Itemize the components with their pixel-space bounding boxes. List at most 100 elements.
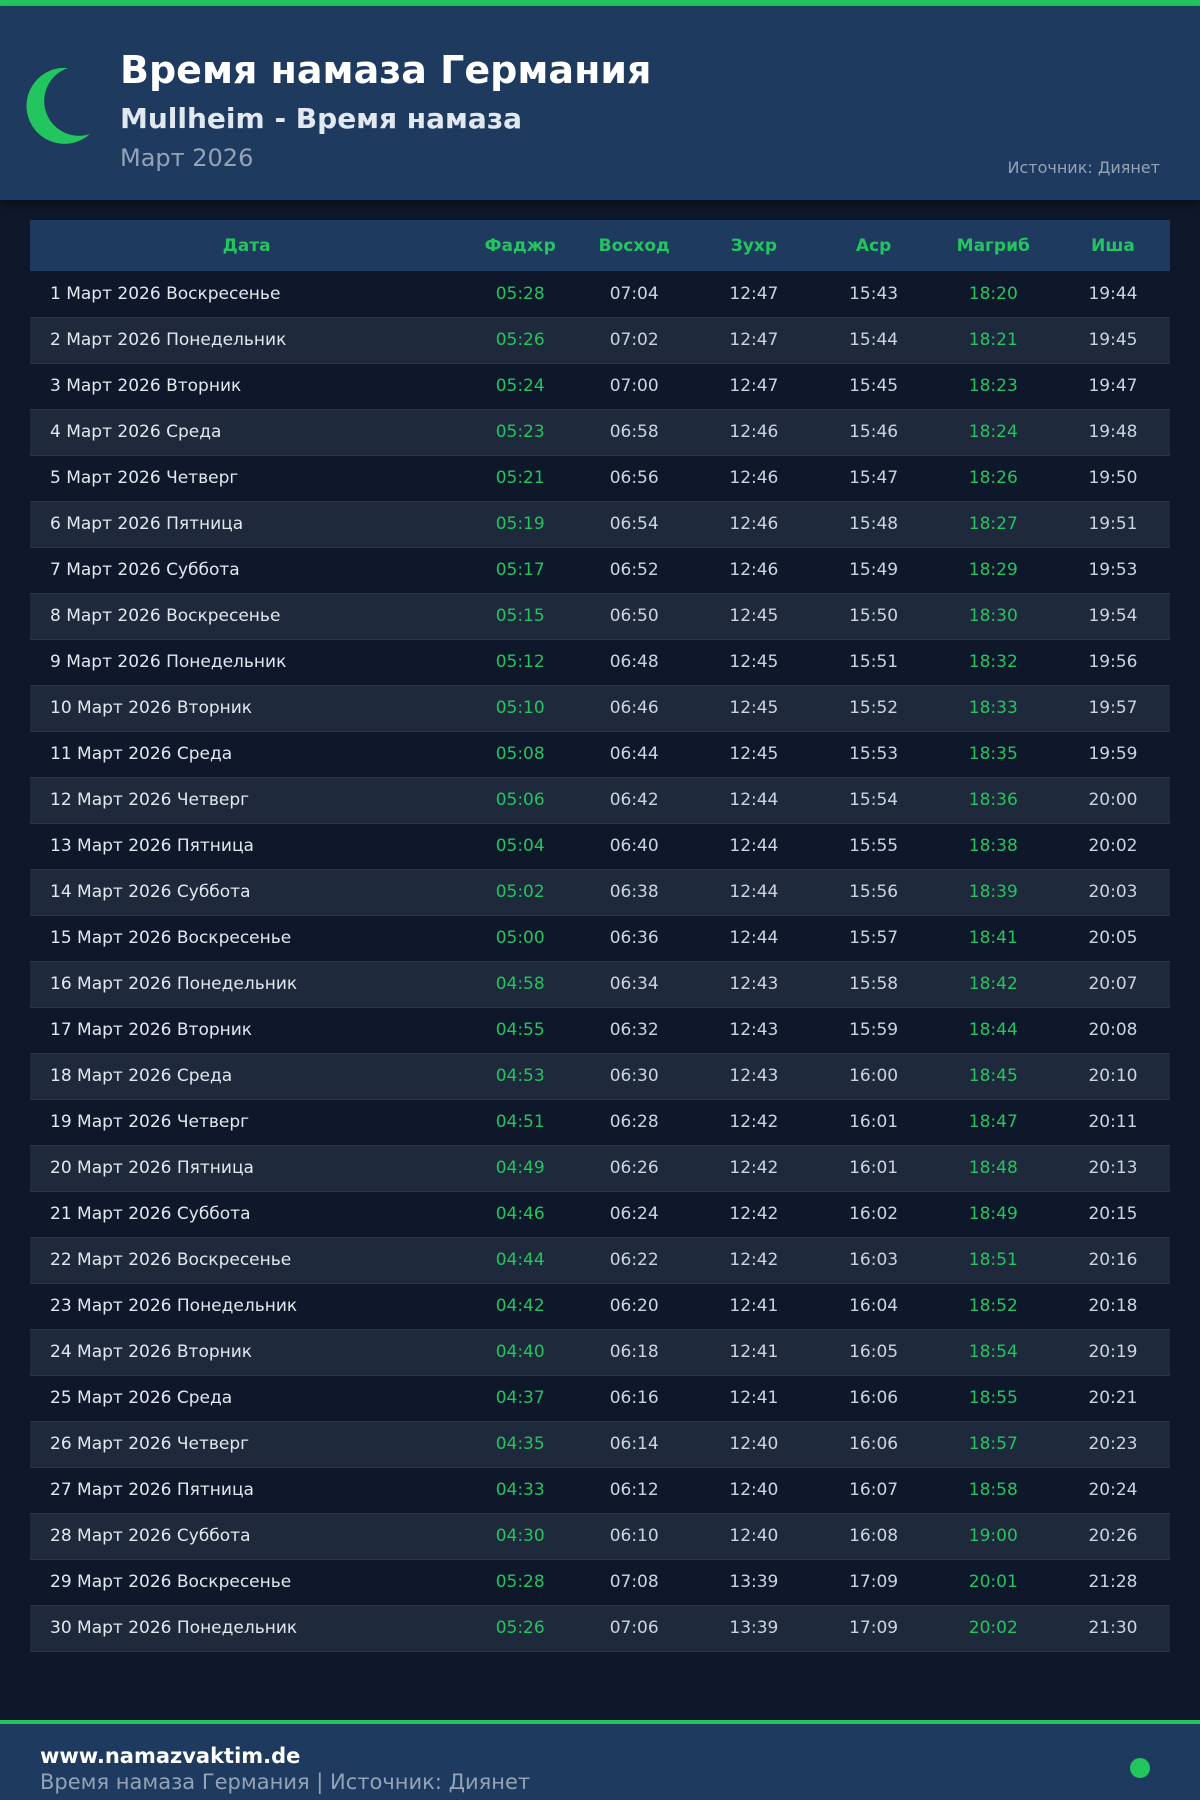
cell-asr: 15:51 xyxy=(849,652,899,672)
cell-isha: 19:48 xyxy=(1088,422,1138,442)
column-header-date: Дата xyxy=(222,235,271,256)
cell-fajr: 05:19 xyxy=(495,514,545,534)
column-header-sunrise: Восход xyxy=(598,235,670,256)
cell-asr: 16:06 xyxy=(849,1434,899,1454)
cell-asr: 16:08 xyxy=(849,1526,899,1546)
cell-sunrise: 07:04 xyxy=(609,283,659,304)
cell-fajr: 04:40 xyxy=(495,1342,545,1362)
cell-sunrise: 06:26 xyxy=(609,1158,659,1178)
cell-asr: 16:04 xyxy=(849,1296,899,1316)
cell-maghrib: 18:52 xyxy=(968,1296,1018,1316)
cell-isha: 20:05 xyxy=(1088,928,1138,948)
table-header-row: Дата Фаджр Восход Зухр Аср Магриб Иша xyxy=(30,220,1170,271)
table-row: 6 Март 2026 Пятница 05:19 06:54 12:46 15:48 1… xyxy=(30,501,1170,547)
table-row: 28 Март 2026 Суббота 04:30 06:10 12:40 16:08… xyxy=(30,1513,1170,1559)
page-header: Время намаза Германия Mullheim - Время н… xyxy=(0,6,1200,200)
cell-sunrise: 06:20 xyxy=(609,1296,659,1316)
cell-fajr: 04:46 xyxy=(495,1204,545,1224)
table-row: 29 Март 2026 Воскресенье 05:28 07:08 13:39 1… xyxy=(30,1559,1170,1605)
cell-maghrib: 20:02 xyxy=(968,1618,1018,1638)
cell-asr: 15:49 xyxy=(849,560,899,580)
cell-fajr: 05:10 xyxy=(495,698,545,718)
cell-date: 13 Март 2026 Пятница xyxy=(50,836,254,856)
cell-maghrib: 18:20 xyxy=(968,283,1018,304)
table-row: 23 Март 2026 Понедельник 04:42 06:20 12:41 1… xyxy=(30,1283,1170,1329)
cell-dhuhr: 12:45 xyxy=(729,744,779,764)
cell-sunrise: 06:40 xyxy=(609,836,659,856)
cell-asr: 16:02 xyxy=(849,1204,899,1224)
cell-sunrise: 06:32 xyxy=(609,1020,659,1040)
table-row: 2 Март 2026 Понедельник 05:26 07:02 12:47 15… xyxy=(30,317,1170,363)
cell-sunrise: 07:02 xyxy=(609,330,659,350)
cell-date: 19 Март 2026 Четверг xyxy=(50,1112,250,1132)
cell-dhuhr: 13:39 xyxy=(729,1618,779,1638)
cell-dhuhr: 12:47 xyxy=(729,330,779,350)
cell-isha: 19:57 xyxy=(1088,698,1138,718)
cell-fajr: 05:15 xyxy=(495,606,545,626)
cell-sunrise: 07:06 xyxy=(609,1618,659,1638)
cell-sunrise: 06:42 xyxy=(609,790,659,810)
cell-dhuhr: 12:46 xyxy=(729,468,779,488)
cell-maghrib: 18:27 xyxy=(968,514,1018,534)
cell-isha: 20:24 xyxy=(1088,1480,1138,1500)
cell-dhuhr: 12:42 xyxy=(729,1112,779,1132)
cell-sunrise: 06:44 xyxy=(609,744,659,764)
cell-maghrib: 18:57 xyxy=(968,1434,1018,1454)
cell-isha: 20:26 xyxy=(1088,1526,1138,1546)
cell-fajr: 04:53 xyxy=(495,1066,545,1086)
cell-date: 4 Март 2026 Среда xyxy=(50,422,222,442)
crescent-moon-icon xyxy=(26,67,90,144)
cell-isha: 20:00 xyxy=(1088,790,1138,810)
cell-maghrib: 18:55 xyxy=(968,1388,1018,1408)
cell-maghrib: 18:49 xyxy=(968,1204,1018,1224)
column-header-asr: Аср xyxy=(855,235,892,256)
table-row: 4 Март 2026 Среда 05:23 06:58 12:46 15:46 18:… xyxy=(30,409,1170,455)
cell-date: 6 Март 2026 Пятница xyxy=(50,514,244,534)
cell-isha: 20:07 xyxy=(1088,974,1138,994)
table-row: 24 Март 2026 Вторник 04:40 06:18 12:41 16:05… xyxy=(30,1329,1170,1375)
cell-isha: 20:08 xyxy=(1088,1020,1138,1040)
cell-sunrise: 06:16 xyxy=(609,1388,659,1408)
cell-sunrise: 07:08 xyxy=(609,1572,659,1592)
cell-isha: 20:10 xyxy=(1088,1066,1138,1086)
cell-date: 17 Март 2026 Вторник xyxy=(50,1020,253,1040)
cell-sunrise: 06:12 xyxy=(609,1480,659,1500)
cell-maghrib: 18:36 xyxy=(968,790,1018,810)
cell-fajr: 05:06 xyxy=(495,790,545,810)
cell-fajr: 04:42 xyxy=(495,1296,545,1316)
cell-isha: 19:44 xyxy=(1088,283,1138,304)
cell-fajr: 04:44 xyxy=(495,1250,545,1270)
cell-dhuhr: 12:47 xyxy=(729,376,779,396)
cell-asr: 15:46 xyxy=(849,422,899,442)
cell-fajr: 05:02 xyxy=(495,882,545,902)
column-header-maghrib: Магриб xyxy=(956,235,1030,256)
cell-asr: 15:54 xyxy=(849,790,899,810)
cell-asr: 15:53 xyxy=(849,744,899,764)
table-row: 30 Март 2026 Понедельник 05:26 07:06 13:39 1… xyxy=(30,1605,1170,1651)
cell-fajr: 05:28 xyxy=(495,1572,545,1592)
footer-site-link[interactable]: www.namazvaktim.de xyxy=(40,1744,301,1768)
cell-date: 28 Март 2026 Суббота xyxy=(50,1526,251,1546)
prayer-times-table: Дата Фаджр Восход Зухр Аср Магриб Иша 1 Март 2… xyxy=(30,220,1170,1652)
cell-maghrib: 18:30 xyxy=(968,606,1018,626)
cell-date: 18 Март 2026 Среда xyxy=(50,1066,233,1086)
cell-date: 27 Март 2026 Пятница xyxy=(50,1480,254,1500)
cell-asr: 16:06 xyxy=(849,1388,899,1408)
cell-isha: 21:30 xyxy=(1088,1618,1138,1638)
cell-sunrise: 06:58 xyxy=(609,422,659,442)
cell-dhuhr: 12:40 xyxy=(729,1526,779,1546)
cell-fajr: 04:37 xyxy=(495,1388,545,1408)
cell-maghrib: 19:00 xyxy=(968,1526,1018,1546)
cell-fajr: 04:51 xyxy=(495,1112,545,1132)
cell-asr: 17:09 xyxy=(849,1572,899,1592)
column-header-dhuhr: Зухр xyxy=(730,235,778,256)
table-row: 12 Март 2026 Четверг 05:06 06:42 12:44 15:54… xyxy=(30,777,1170,823)
cell-sunrise: 06:50 xyxy=(609,606,659,626)
cell-asr: 15:48 xyxy=(849,514,899,534)
cell-date: 23 Март 2026 Понедельник xyxy=(50,1296,298,1316)
table-row: 20 Март 2026 Пятница 04:49 06:26 12:42 16:01… xyxy=(30,1145,1170,1191)
cell-sunrise: 06:18 xyxy=(609,1342,659,1362)
top-accent-bar xyxy=(0,0,1200,6)
table-row: 10 Март 2026 Вторник 05:10 06:46 12:45 15:52… xyxy=(30,685,1170,731)
cell-maghrib: 18:48 xyxy=(968,1158,1018,1178)
